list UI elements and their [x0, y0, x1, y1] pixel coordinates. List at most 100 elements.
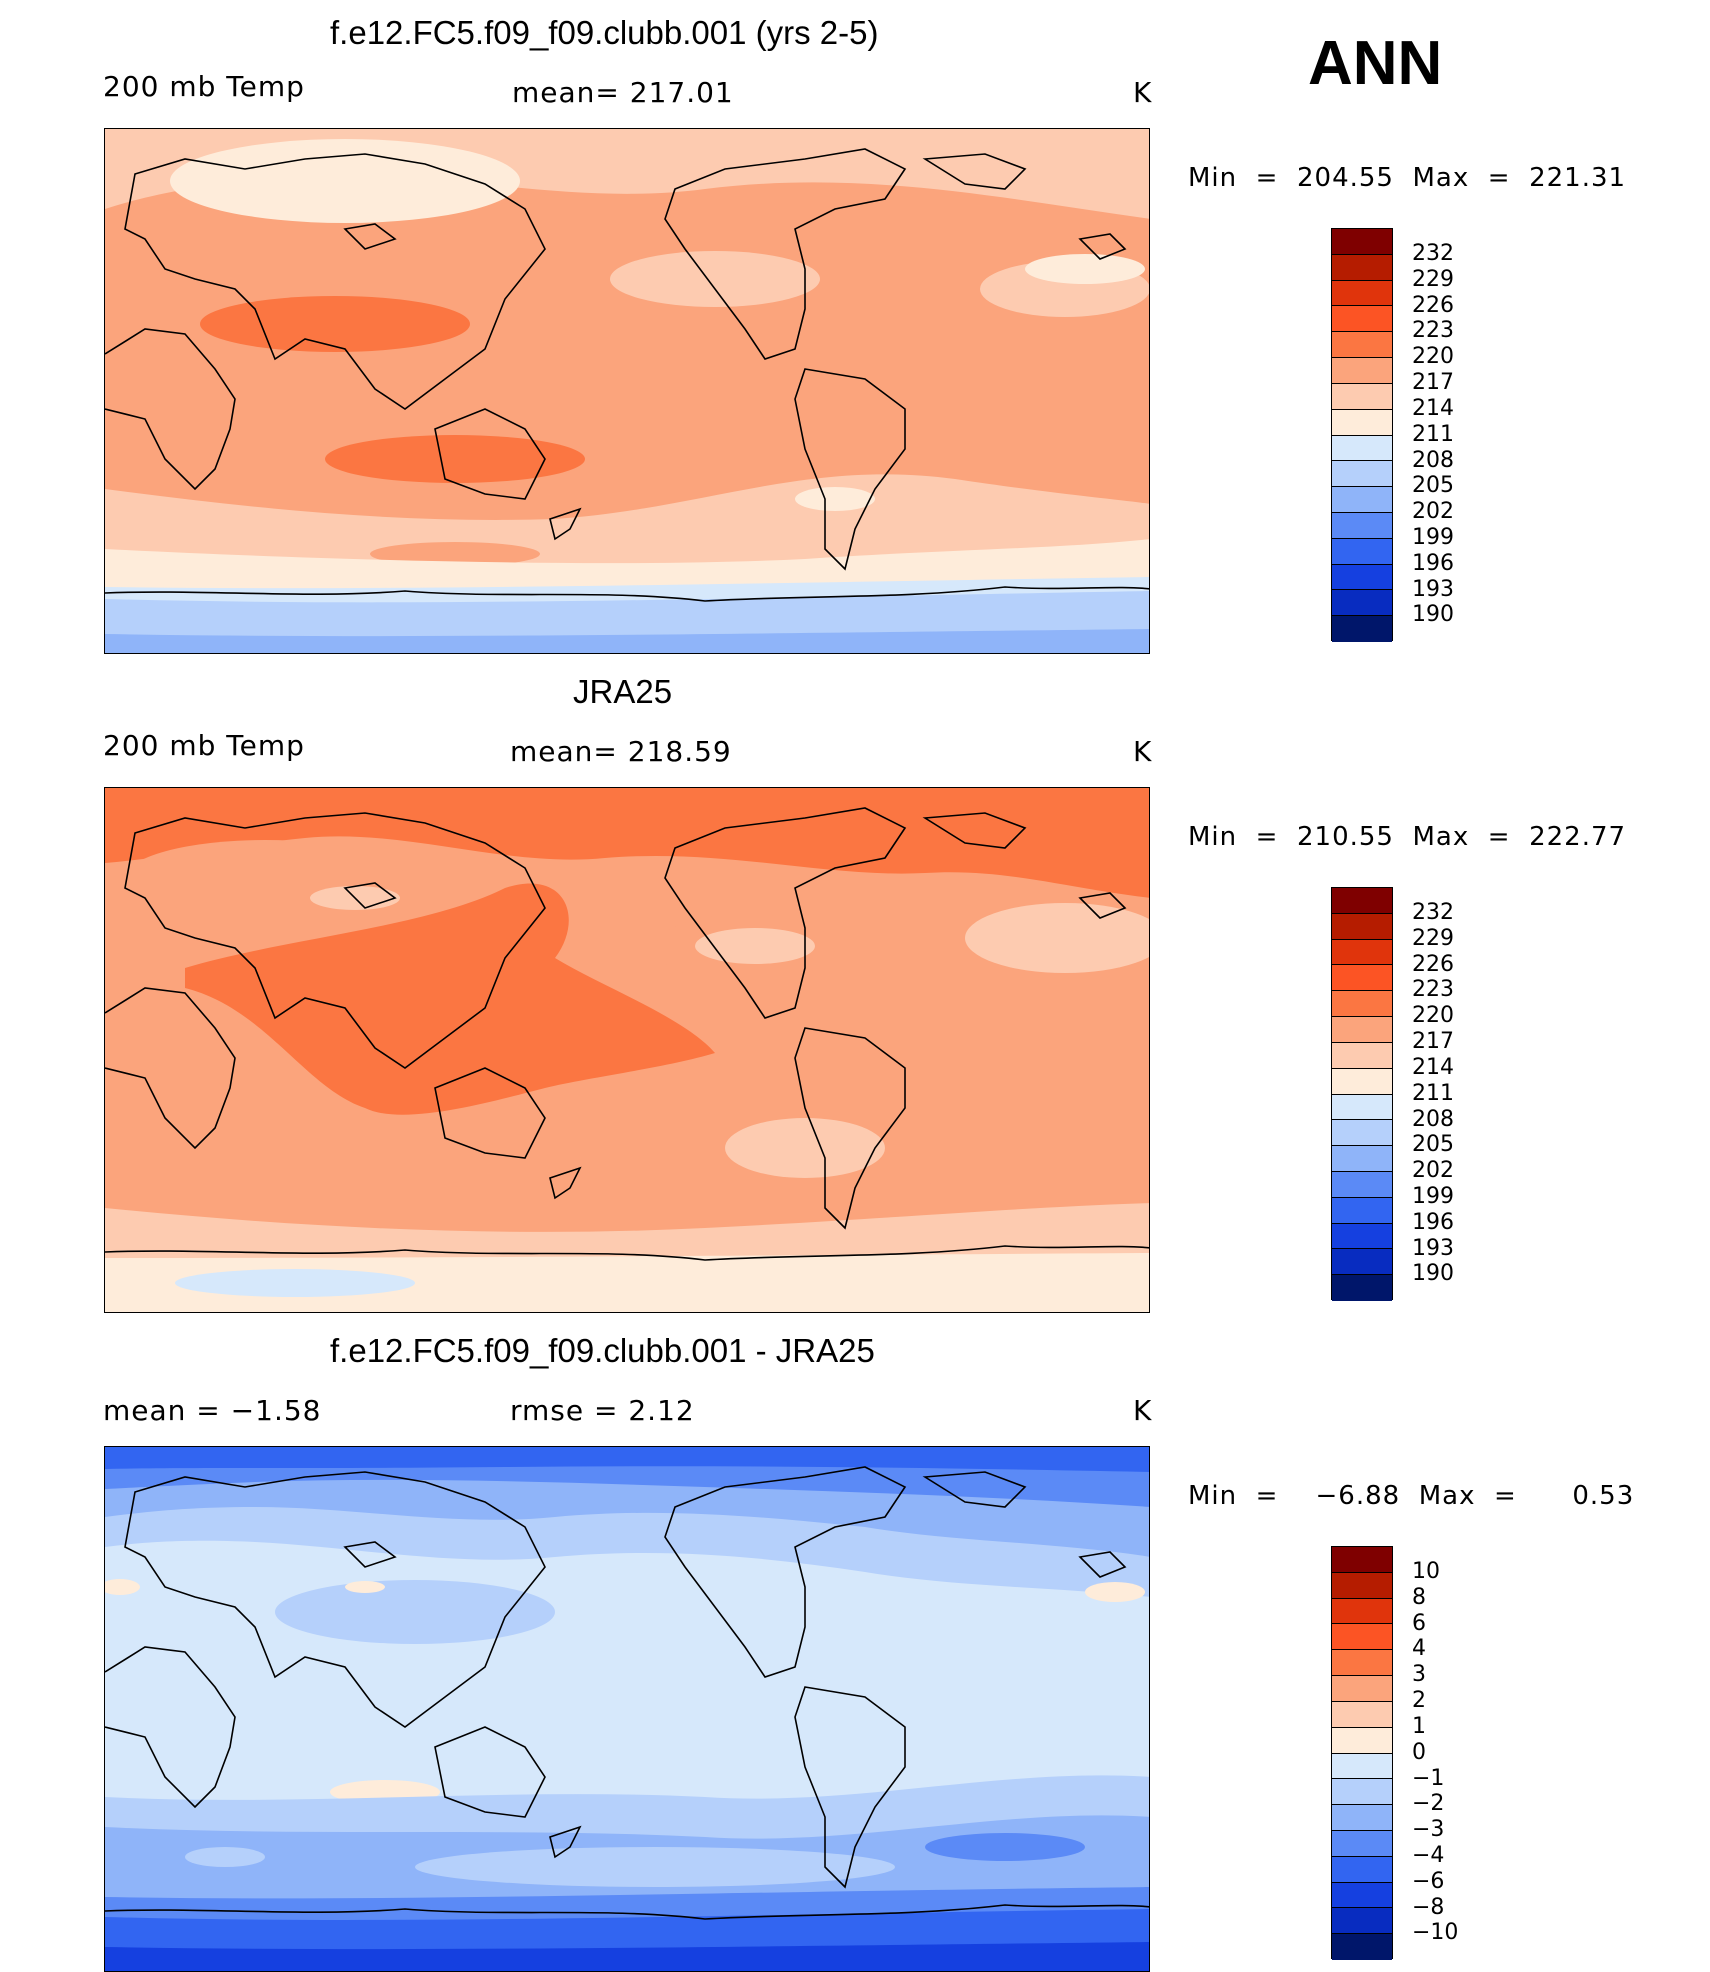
colorbar-tick-label: 193: [1412, 576, 1454, 602]
colorbar-tick-label: 196: [1412, 1209, 1454, 1235]
panel-1-map: [104, 128, 1150, 654]
colorbar-tick-label: 223: [1412, 977, 1454, 1003]
panel-1-units: K: [1133, 76, 1153, 109]
colorbar-swatch: [1332, 564, 1392, 591]
colorbar-swatch: [1332, 965, 1392, 992]
field-nh-hot: [105, 788, 1149, 898]
colorbar-swatch: [1332, 1171, 1392, 1198]
colorbar-swatch: [1332, 1275, 1392, 1301]
colorbar-swatch: [1332, 1572, 1392, 1599]
colorbar-tick-label: 229: [1412, 925, 1454, 951]
field-pacific-pale: [695, 928, 815, 964]
colorbar-tick-label: −6: [1412, 1868, 1445, 1894]
panel-3-minmax: Min = −6.88 Max = 0.53: [1188, 1481, 1635, 1511]
panel-2-colorbar: [1331, 887, 1393, 1301]
colorbar-tick-label: 229: [1412, 266, 1454, 292]
colorbar-swatch: [1332, 1146, 1392, 1172]
panel-2-left-label: 200 mb Temp: [103, 729, 305, 762]
colorbar-tick-label: 3: [1412, 1662, 1426, 1688]
colorbar-swatch: [1332, 1779, 1392, 1806]
field-atlantic-pale: [965, 903, 1149, 973]
colorbar-swatch: [1332, 254, 1392, 281]
panel-1-colorbar: [1331, 228, 1393, 642]
colorbar-swatch: [1332, 590, 1392, 617]
colorbar-swatch: [1332, 1650, 1392, 1677]
colorbar-tick-label: 10: [1412, 1559, 1440, 1584]
panel-3-title: f.e12.FC5.f09_f09.clubb.001 - JRA25: [330, 1332, 875, 1369]
colorbar-tick-label: 220: [1412, 344, 1454, 370]
colorbar-tick-label: 211: [1412, 421, 1454, 447]
colorbar-tick-label: −10: [1412, 1920, 1459, 1946]
colorbar-swatch: [1332, 409, 1392, 436]
field-sh-warm: [370, 542, 540, 566]
colorbar-tick-label: −8: [1412, 1894, 1445, 1920]
field-pacific-cool: [610, 251, 820, 307]
field-sh-pocket: [795, 487, 875, 511]
colorbar-swatch: [1332, 512, 1392, 539]
colorbar-tick-label: 4: [1412, 1636, 1426, 1662]
colorbar-swatch: [1332, 1753, 1392, 1780]
colorbar-swatch: [1332, 888, 1392, 914]
colorbar-tick-label: −2: [1412, 1791, 1445, 1817]
panel-2-units: K: [1133, 735, 1153, 768]
colorbar-swatch: [1332, 1882, 1392, 1909]
panel-1-mean-label: mean= 217.01: [512, 76, 734, 109]
field-atlantic-positive: [1085, 1582, 1145, 1602]
colorbar-tick-label: 196: [1412, 550, 1454, 576]
colorbar-tick-label: 202: [1412, 1158, 1454, 1184]
field-atlantic-core: [1025, 254, 1145, 284]
colorbar-tick-label: 190: [1412, 1261, 1454, 1287]
season-label: ANN: [1308, 29, 1443, 98]
panel-3-rmse-label: rmse = 2.12: [510, 1394, 695, 1427]
colorbar-tick-label: 226: [1412, 292, 1454, 318]
colorbar-swatch: [1332, 435, 1392, 462]
colorbar-swatch: [1332, 1908, 1392, 1935]
colorbar-tick-label: 220: [1412, 1003, 1454, 1029]
colorbar-swatch: [1332, 1249, 1392, 1276]
colorbar-swatch: [1332, 1197, 1392, 1224]
colorbar-swatch: [1332, 913, 1392, 940]
colorbar-tick-label: 8: [1412, 1584, 1426, 1610]
panel-3-mean-label: mean = −1.58: [103, 1394, 322, 1427]
colorbar-tick-label: −4: [1412, 1842, 1445, 1868]
field-indian-pale: [725, 1118, 885, 1178]
colorbar-tick-label: 232: [1412, 900, 1454, 925]
colorbar-swatch: [1332, 1547, 1392, 1573]
colorbar-swatch: [1332, 538, 1392, 565]
colorbar-tick-label: 199: [1412, 1183, 1454, 1209]
panel-1-left-label: 200 mb Temp: [103, 70, 305, 103]
panel-2-map: [104, 787, 1150, 1313]
field-asia-hot: [200, 296, 470, 352]
panel-2-title: JRA25: [573, 673, 673, 710]
field-asia-positive: [345, 1581, 385, 1593]
colorbar-tick-label: 217: [1412, 1029, 1454, 1055]
coastlines: [105, 148, 1149, 602]
colorbar-tick-label: 208: [1412, 447, 1454, 473]
colorbar-tick-label: 208: [1412, 1106, 1454, 1132]
colorbar-swatch: [1332, 332, 1392, 359]
panel-3-map: [104, 1446, 1150, 1972]
colorbar-swatch: [1332, 1042, 1392, 1069]
colorbar-swatch: [1332, 1856, 1392, 1883]
colorbar-swatch: [1332, 461, 1392, 488]
colorbar-swatch: [1332, 1598, 1392, 1625]
colorbar-swatch: [1332, 358, 1392, 384]
field-australia-hot: [325, 435, 585, 483]
panel-2-mean-label: mean= 218.59: [510, 735, 732, 768]
colorbar-swatch: [1332, 616, 1392, 642]
field-antarctic-3: [105, 1942, 1149, 1971]
colorbar-tick-label: 214: [1412, 395, 1454, 421]
field-antarctic-cool: [175, 1269, 415, 1297]
colorbar-swatch: [1332, 280, 1392, 307]
colorbar-swatch: [1332, 1017, 1392, 1043]
colorbar-swatch: [1332, 1624, 1392, 1651]
colorbar-swatch: [1332, 939, 1392, 966]
colorbar-swatch: [1332, 487, 1392, 513]
panel-2-minmax: Min = 210.55 Max = 222.77: [1188, 822, 1627, 852]
coastlines: [105, 1466, 1149, 1920]
colorbar-swatch: [1332, 1830, 1392, 1857]
colorbar-swatch: [1332, 229, 1392, 255]
field-asia-cool: [275, 1580, 555, 1644]
colorbar-tick-label: 0: [1412, 1739, 1426, 1765]
colorbar-tick-label: 205: [1412, 1132, 1454, 1158]
